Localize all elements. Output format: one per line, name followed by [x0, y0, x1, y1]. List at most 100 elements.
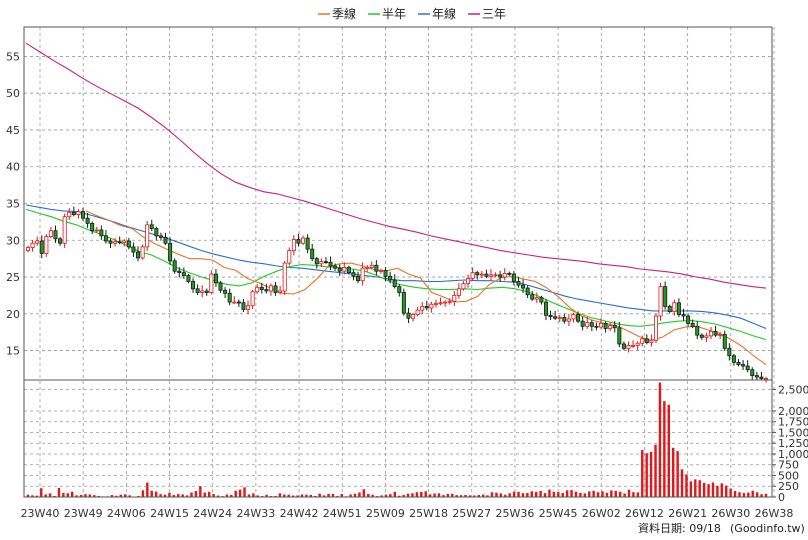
volume-bar [433, 493, 436, 497]
candle-body [71, 211, 76, 215]
candle-body [81, 211, 86, 219]
volume-bar [212, 493, 215, 497]
volume-bar [168, 492, 171, 497]
volume-bar [331, 493, 335, 497]
candle-body [722, 334, 727, 349]
candle-body [763, 378, 769, 380]
legend-entry: 三年 [482, 7, 506, 21]
volume-bar [428, 494, 432, 497]
candle-body [76, 211, 81, 215]
volume-bar [610, 490, 613, 497]
volume-bar [40, 488, 43, 497]
candle-body [378, 270, 383, 272]
volume-bar [287, 494, 290, 497]
candle-body [200, 290, 205, 293]
candle-body [30, 242, 35, 249]
volume-bar [671, 447, 675, 497]
candle-body [99, 229, 104, 237]
candle-body [470, 272, 475, 279]
candle-body [278, 290, 283, 293]
volume-bar [565, 490, 569, 497]
candle-body [273, 285, 278, 293]
volume-bar [579, 492, 582, 497]
candle-body [589, 322, 594, 327]
volume-bar [764, 493, 768, 497]
volume-bar [362, 489, 366, 497]
candle-body [191, 281, 196, 290]
candle-body [626, 345, 631, 349]
volume-bar [623, 493, 626, 497]
candle-body [365, 267, 370, 269]
x-tick-label: 26W38 [755, 507, 794, 520]
candle-body [741, 364, 746, 367]
volume-bar [88, 494, 92, 497]
candle-body [140, 246, 145, 259]
x-tick-label: 26W21 [668, 507, 707, 520]
price-tick-label: 35 [6, 198, 20, 211]
volume-bar [574, 491, 578, 497]
candle-body [534, 297, 539, 300]
candle-body [35, 240, 40, 244]
volume-bar [190, 492, 193, 497]
volume-bar [632, 492, 635, 497]
candle-body [264, 289, 269, 292]
volume-bar [424, 491, 427, 497]
candle-body [337, 267, 342, 272]
candle-body [94, 229, 99, 232]
volume-bar [283, 494, 286, 497]
volume-bar [680, 469, 684, 497]
candle-body [452, 295, 457, 302]
volume-bar [367, 493, 370, 497]
candle-body [333, 265, 338, 269]
x-tick-label: 25W27 [452, 507, 491, 520]
candle-body [181, 272, 186, 276]
candle-body [718, 334, 723, 336]
candle-body [103, 235, 108, 242]
candle-body [213, 273, 218, 284]
volume-bar [685, 474, 688, 497]
volume-tick-label: 1,750 [778, 416, 808, 429]
candle-body [562, 317, 567, 322]
volume-bar [243, 487, 246, 497]
candle-body [227, 292, 232, 303]
candle-body [319, 261, 324, 265]
volume-bar [57, 487, 61, 497]
x-tick-label: 25W18 [409, 507, 448, 520]
candle-body [223, 289, 228, 294]
volume-tick-label: 0 [778, 491, 785, 504]
volume-bar [592, 490, 595, 497]
volume-bar [676, 451, 679, 497]
volume-bar [618, 491, 622, 497]
volume-bar [318, 493, 321, 497]
price-tick-label: 50 [6, 87, 20, 100]
volume-bar [720, 483, 724, 497]
candle-body [328, 261, 333, 267]
candle-body [663, 286, 668, 307]
candle-body [713, 331, 718, 336]
candle-body [351, 272, 356, 277]
candle-body [323, 261, 328, 263]
candle-body [342, 267, 347, 272]
axes: 15 20 25 30 35 40 45 50 55 23W40 23W49 24W06 24W15 24… [6, 26, 808, 520]
volume-bar [658, 382, 662, 497]
price-tick-label: 40 [6, 161, 20, 174]
volume-bar [526, 492, 529, 497]
volume-bar [296, 495, 299, 497]
candle-body [246, 305, 251, 310]
candle-body [250, 291, 255, 307]
volume-bar [548, 489, 551, 497]
volume-bar [110, 495, 114, 497]
candle-body [259, 286, 264, 290]
volume-tick-label: 1,500 [778, 426, 808, 439]
x-tick-label: 23W49 [64, 507, 103, 520]
volume-tick-label: 1,000 [778, 448, 808, 461]
x-tick-label: 24W42 [280, 507, 319, 520]
candle-body [163, 236, 168, 244]
candle-body [186, 275, 191, 282]
volume-bar [66, 493, 69, 497]
price-tick-label: 25 [6, 271, 20, 284]
volume-bar [177, 494, 180, 497]
volume-bar [154, 491, 158, 497]
volume-bar [481, 494, 485, 497]
